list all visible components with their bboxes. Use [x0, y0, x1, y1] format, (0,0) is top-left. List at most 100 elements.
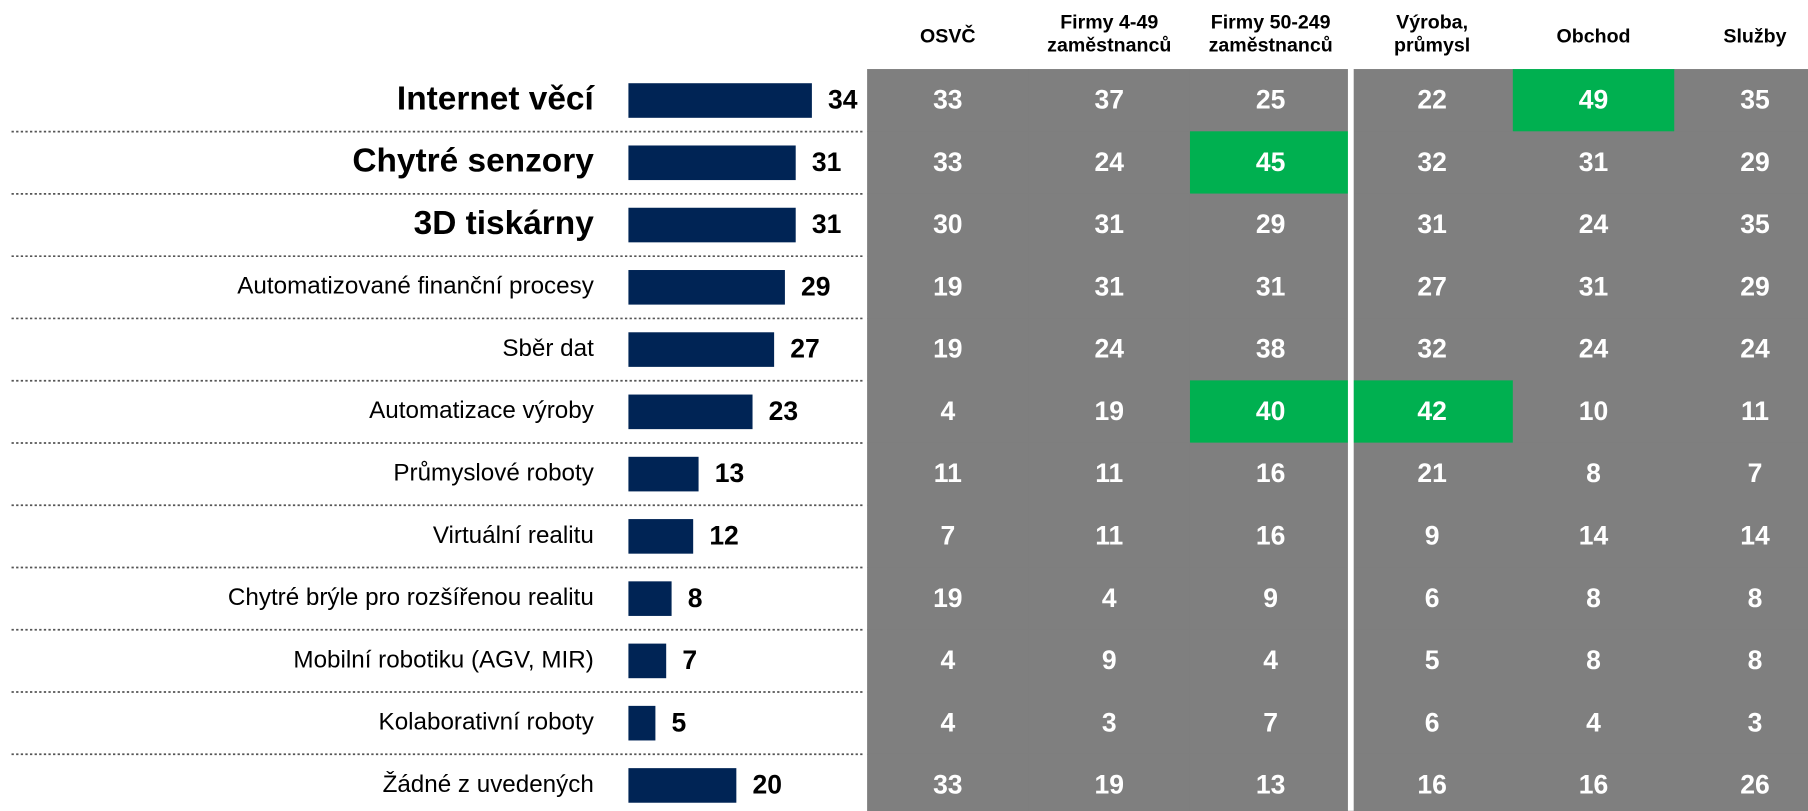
table-cell	[1674, 131, 1808, 195]
cell-value: 14	[1740, 521, 1770, 551]
cell-value: 31	[1094, 209, 1124, 239]
cell-value: 29	[1740, 147, 1770, 177]
bar	[628, 643, 667, 679]
cell-value: 16	[1256, 458, 1286, 488]
column-separator	[1347, 67, 1354, 811]
value-label: 29	[801, 271, 830, 301]
cell-value: 19	[933, 334, 963, 364]
value-label: 8	[688, 583, 703, 613]
value-label: 23	[769, 396, 798, 426]
table-cell	[1028, 753, 1191, 811]
cell-value: 6	[1425, 583, 1440, 613]
bar	[628, 768, 737, 803]
table-cell	[867, 504, 1030, 568]
table-cell	[1351, 380, 1514, 444]
table-cell	[1512, 567, 1675, 631]
table-cell	[1351, 691, 1514, 755]
cell-value: 8	[1748, 583, 1763, 613]
table-cell	[1028, 318, 1191, 382]
cell-value: 3	[1748, 707, 1763, 737]
cell-value: 45	[1256, 147, 1286, 177]
cell-value: 22	[1417, 85, 1447, 115]
bar	[628, 270, 785, 305]
cell-value: 35	[1740, 85, 1770, 115]
table-cell	[1512, 753, 1675, 811]
category-label: Mobilní robotiku (AGV, MIR)	[293, 646, 593, 673]
table-cell	[1674, 193, 1808, 257]
category-label: Sběr dat	[502, 335, 594, 362]
cell-value: 4	[940, 645, 955, 675]
table-cell	[1028, 504, 1191, 568]
table-cell	[867, 691, 1030, 755]
value-label: 13	[715, 458, 744, 488]
cell-value: 40	[1256, 396, 1286, 426]
table-cell	[1512, 442, 1675, 506]
table-cell	[1674, 629, 1808, 693]
cell-value: 8	[1586, 645, 1601, 675]
cell-value: 8	[1586, 458, 1601, 488]
cell-value: 29	[1740, 271, 1770, 301]
cell-value: 24	[1579, 334, 1609, 364]
cell-value: 29	[1256, 209, 1286, 239]
cell-value: 16	[1417, 770, 1447, 800]
cell-value: 9	[1102, 645, 1117, 675]
table-cell	[1351, 193, 1514, 257]
column-header: zaměstnanců	[1047, 34, 1171, 56]
category-label: Kolaborativní roboty	[379, 709, 595, 736]
table-cell	[1189, 567, 1352, 631]
cell-value: 19	[933, 583, 963, 613]
table-cell	[1674, 691, 1808, 755]
table-cell	[1028, 567, 1191, 631]
cell-value: 4	[940, 396, 955, 426]
bar	[628, 394, 753, 430]
cell-value: 31	[1579, 147, 1609, 177]
column-header: Služby	[1723, 25, 1786, 47]
cell-value: 13	[1256, 770, 1286, 800]
column-header: Firmy 4-49	[1060, 11, 1158, 33]
table-cell	[1028, 629, 1191, 693]
bar	[628, 332, 775, 367]
table-cell	[1189, 193, 1352, 257]
table-cell	[1028, 691, 1191, 755]
column-header: Obchod	[1557, 25, 1631, 47]
table-cell	[1351, 69, 1514, 132]
cell-value: 24	[1094, 147, 1124, 177]
value-label: 27	[790, 334, 820, 364]
cell-value: 26	[1740, 770, 1770, 800]
value-label: 12	[709, 521, 738, 551]
value-label: 31	[812, 147, 842, 177]
category-label: 3D tiskárny	[414, 205, 595, 242]
cell-value: 33	[933, 770, 963, 800]
table-cell	[1028, 69, 1191, 132]
table-cell	[1189, 131, 1352, 195]
cell-value: 14	[1579, 521, 1609, 551]
table-cell	[1351, 255, 1514, 319]
category-label: Virtuální realitu	[433, 522, 594, 549]
cell-value: 8	[1586, 583, 1601, 613]
cell-value: 27	[1417, 271, 1447, 301]
cell-value: 24	[1579, 209, 1609, 239]
cell-value: 9	[1263, 583, 1278, 613]
table-cell	[1189, 318, 1352, 382]
category-label: Internet věcí	[397, 80, 596, 117]
cell-value: 11	[1095, 458, 1123, 488]
table-cell	[1512, 255, 1675, 319]
cell-value: 8	[1748, 645, 1763, 675]
cell-value: 31	[1579, 271, 1609, 301]
cell-value: 33	[933, 85, 963, 115]
table-cell	[867, 193, 1030, 257]
bar	[628, 581, 672, 616]
cell-value: 19	[1094, 396, 1123, 426]
cell-value: 4	[940, 707, 955, 737]
column-header: Firmy 50-249	[1211, 11, 1331, 33]
column-header: OSVČ	[920, 23, 976, 47]
cell-value: 4	[1263, 645, 1278, 675]
table-cell	[1189, 69, 1352, 132]
table-cell	[1028, 442, 1191, 506]
table-cell	[1512, 691, 1675, 755]
bar	[628, 83, 812, 118]
category-label: Automatizované finanční procesy	[237, 273, 594, 300]
cell-value: 32	[1417, 334, 1447, 364]
table-cell	[1351, 567, 1514, 631]
